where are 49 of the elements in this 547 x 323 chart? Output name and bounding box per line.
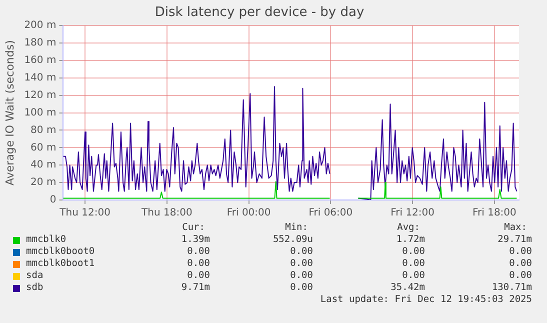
y-tick-label: 20 m	[30, 177, 56, 188]
text: 0.00	[402, 270, 425, 282]
text: 29.71m	[498, 234, 532, 246]
text: Cur:	[182, 222, 205, 234]
y-tick-label: 80 m	[30, 124, 56, 136]
text: 0.00	[290, 258, 313, 270]
y-tick-label: 180 m	[24, 38, 56, 49]
text: Min:	[285, 222, 308, 234]
y-tick-label: 120 m	[24, 90, 56, 101]
x-tick-label: Thu 18:00	[140, 208, 192, 219]
y-tick-label: 140 m	[24, 72, 56, 84]
legend-label: mmcblk0	[26, 234, 66, 246]
x-tick-label: Thu 12:00	[58, 208, 110, 219]
y-tick-label: 100 m	[24, 107, 56, 118]
text: 0.00	[509, 270, 532, 282]
text: 130.71m	[492, 282, 532, 294]
text: 552.09u	[272, 234, 313, 246]
text: 1.72m	[396, 234, 425, 246]
x-tick-label: Fri 12:00	[390, 208, 435, 219]
text: 0.00	[402, 258, 425, 270]
legend-label: mmcblk0boot1	[26, 258, 95, 270]
y-tick-label: 60 m	[30, 142, 56, 154]
text: 35.42m	[390, 282, 425, 294]
y-tick-label: 200 m	[24, 20, 56, 32]
y-tick-label: 40 m	[30, 160, 56, 171]
text: 0.00	[402, 246, 425, 258]
text: 1.39m	[181, 234, 210, 246]
text: 0.00	[509, 258, 532, 270]
x-tick-label: Fri 18:00	[472, 208, 516, 219]
y-tick-label: 160 m	[24, 55, 56, 66]
text: 0.00	[290, 282, 313, 294]
text: 9.71m	[181, 282, 210, 294]
legend-label: sda	[26, 270, 44, 282]
legend-label: sdb	[26, 282, 44, 294]
text: 0.00	[290, 246, 313, 258]
text: 0.00	[187, 246, 210, 258]
text: Last update: Fri Dec 12 19:45:03 2025	[320, 294, 532, 306]
text: 0.00	[290, 270, 313, 282]
y-tick-label: 0	[50, 194, 56, 206]
chart-title: Disk latency per device - by day	[154, 5, 364, 20]
x-tick-label: Fri 00:00	[226, 208, 271, 219]
y-axis-title: Average IO Wait (seconds)	[3, 40, 16, 186]
x-tick-label: Fri 06:00	[308, 208, 353, 219]
text: 0.00	[509, 246, 532, 258]
text: 0.00	[187, 258, 210, 270]
text: 0.00	[187, 270, 210, 282]
text: Max:	[504, 222, 527, 234]
text: Avg:	[397, 222, 420, 234]
legend-label: mmcblk0boot0	[26, 246, 95, 258]
